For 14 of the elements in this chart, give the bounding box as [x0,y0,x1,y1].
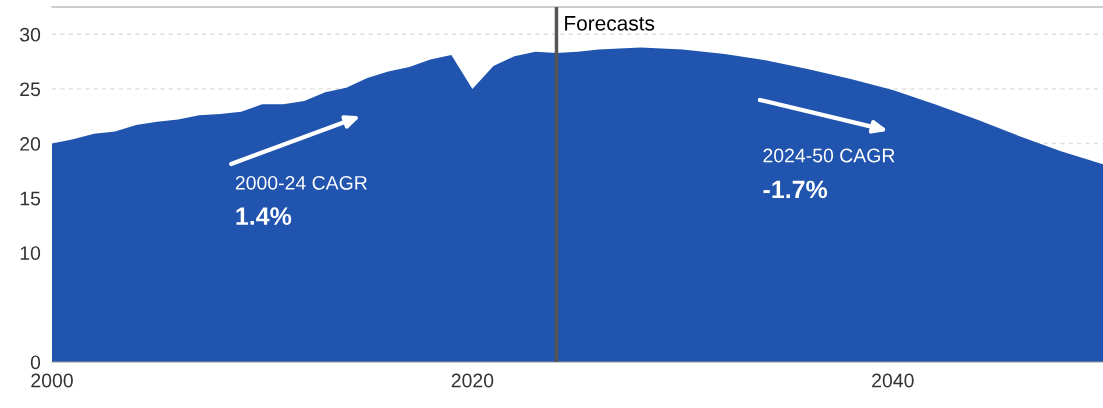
y-tick-label: 20 [20,137,41,151]
annotation: 2000-24 CAGR [235,175,367,190]
y-tick-label: 30 [20,27,41,42]
x-tick-label: 2020 [451,373,494,388]
y-tick-label: 15 [20,191,41,206]
annotation: 2024-50 CAGR [763,148,895,163]
annotation: -1.7% [763,180,828,199]
y-tick-label: 25 [20,82,41,97]
y-tick-label: 0 [30,355,41,370]
y-tick-label: 10 [20,246,41,261]
x-tick-label: 2000 [31,373,73,388]
annotation: 1.4% [236,207,292,225]
ref-line-label: Forecasts [565,16,655,31]
x-tick-label: 2040 [872,373,914,388]
